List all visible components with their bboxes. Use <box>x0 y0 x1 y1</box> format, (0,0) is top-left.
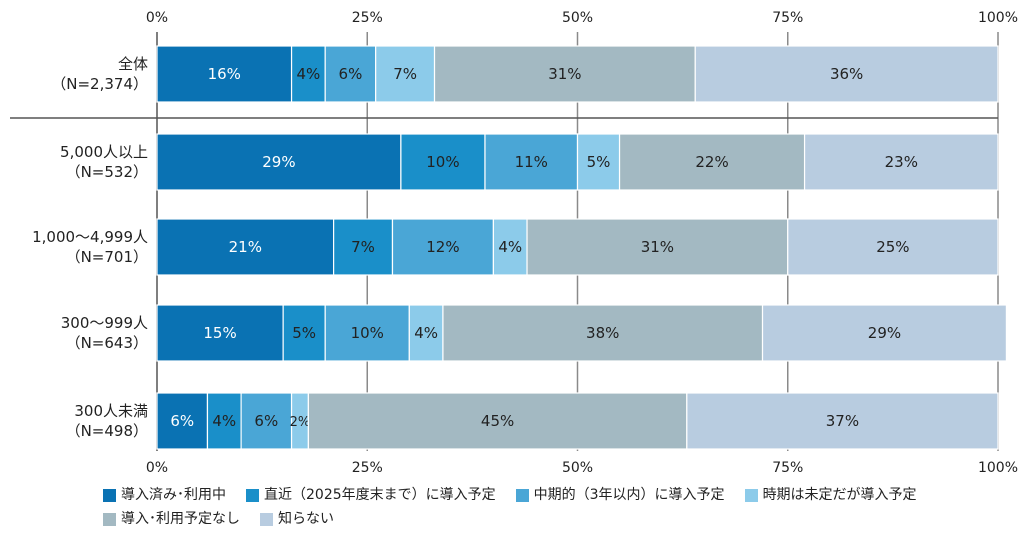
x-tick-label-bottom: 0% <box>146 460 168 476</box>
data-label: 11% <box>515 153 548 171</box>
data-label: 29% <box>868 324 901 342</box>
data-label: 6% <box>254 412 278 430</box>
bar-segment <box>156 133 402 191</box>
x-tick-label-top: 100% <box>978 10 1018 26</box>
data-label: 31% <box>548 65 581 83</box>
data-label: 6% <box>339 65 363 83</box>
data-label: 4% <box>296 65 320 83</box>
category-label-n: （N=643） <box>66 334 148 352</box>
data-label: 31% <box>641 238 674 256</box>
bar-segment <box>433 45 696 103</box>
x-tick-label-bottom: 25% <box>352 460 383 476</box>
bar-segment <box>307 392 688 450</box>
bar-segment <box>333 218 394 276</box>
bar-segment <box>206 392 242 450</box>
data-label: 4% <box>498 238 522 256</box>
legend-swatch <box>246 488 259 502</box>
data-label: 10% <box>351 324 384 342</box>
legend-label: 導入･利用予定なし <box>121 511 240 527</box>
data-label: 45% <box>481 412 514 430</box>
bar-segment <box>442 304 764 362</box>
legend-swatch <box>103 512 116 526</box>
bar-segment <box>618 133 806 191</box>
legend-item: 中期的（3年以内）に導入予定 <box>515 486 725 504</box>
data-label: 4% <box>414 324 438 342</box>
legend-item: 導入･利用予定なし <box>103 510 240 528</box>
legend-swatch <box>744 488 758 502</box>
x-tick-label-bottom: 75% <box>772 460 803 476</box>
data-label: 38% <box>586 324 619 342</box>
legend: 導入済み･利用中 直近（2025年度末まで）に導入予定 中期的（3年以内）に導入予定… <box>103 486 1003 528</box>
bar-segment <box>694 45 999 103</box>
bar-segment <box>686 392 999 450</box>
data-label: 6% <box>170 412 194 430</box>
legend-swatch <box>103 488 116 502</box>
data-label: 16% <box>208 65 241 83</box>
legend-label: 直近（2025年度末まで）に導入予定 <box>264 487 496 503</box>
x-tick-label-bottom: 50% <box>562 460 593 476</box>
bar-segment <box>240 392 293 450</box>
category-label: 300人未満 <box>74 402 148 420</box>
bar-segment <box>787 218 999 276</box>
legend-label: 導入済み･利用中 <box>121 487 226 503</box>
legend-swatch <box>260 512 273 526</box>
category-label: 1,000～4,999人 <box>32 228 148 246</box>
data-label: 15% <box>203 324 236 342</box>
data-label: 10% <box>426 153 459 171</box>
data-label: 5% <box>292 324 316 342</box>
legend-item: 導入済み･利用中 <box>103 486 226 504</box>
bar-segment <box>761 304 1008 362</box>
legend-item: 直近（2025年度末まで）に導入予定 <box>246 486 496 504</box>
category-label: 全体 <box>118 55 148 73</box>
legend-label: 知らない <box>278 511 334 527</box>
data-label: 36% <box>830 65 863 83</box>
legend-label: 時期は未定だが導入予定 <box>762 487 917 503</box>
bar-segment <box>484 133 579 191</box>
x-tick-label-bottom: 100% <box>978 460 1018 476</box>
category-label-n: （N=701） <box>66 248 148 266</box>
bar-segment <box>324 304 410 362</box>
data-label: 7% <box>351 238 375 256</box>
legend-label: 中期的（3年以内）に導入予定 <box>533 487 725 503</box>
bar-segment <box>375 45 436 103</box>
bar-segment <box>576 133 621 191</box>
category-label-n: （N=2,374） <box>51 75 148 93</box>
data-label: 23% <box>885 153 918 171</box>
x-tick-label-top: 25% <box>352 10 383 26</box>
bar-segment <box>156 218 335 276</box>
legend-item: 時期は未定だが導入予定 <box>744 486 917 504</box>
data-label: 29% <box>262 153 295 171</box>
x-tick-label-top: 0% <box>146 10 168 26</box>
category-label: 5,000人以上 <box>60 143 148 161</box>
data-label: 37% <box>826 412 859 430</box>
data-label: 2% <box>290 415 311 430</box>
data-label: 21% <box>229 238 262 256</box>
data-label: 7% <box>393 65 417 83</box>
stacked-bar-chart: 0% 0% 25% 25% 50% 50% 75% 75% 100% 100% 全体 （N=2,374… <box>10 10 1018 476</box>
x-tick-label-top: 50% <box>562 10 593 26</box>
data-label: 22% <box>695 153 728 171</box>
x-tick-label-top: 75% <box>772 10 803 26</box>
legend-swatch <box>515 488 529 502</box>
bar-segment <box>803 133 999 191</box>
category-label-n: （N=498） <box>66 422 148 440</box>
bar-segment <box>400 133 486 191</box>
data-label: 12% <box>426 238 459 256</box>
data-label: 25% <box>876 238 909 256</box>
bar-segment <box>156 45 293 103</box>
data-label: 4% <box>212 412 236 430</box>
category-label: 300～999人 <box>61 314 148 332</box>
category-label-n: （N=532） <box>66 163 148 181</box>
bar-segment <box>526 218 789 276</box>
data-label: 5% <box>587 153 611 171</box>
legend-item: 知らない <box>260 510 334 528</box>
